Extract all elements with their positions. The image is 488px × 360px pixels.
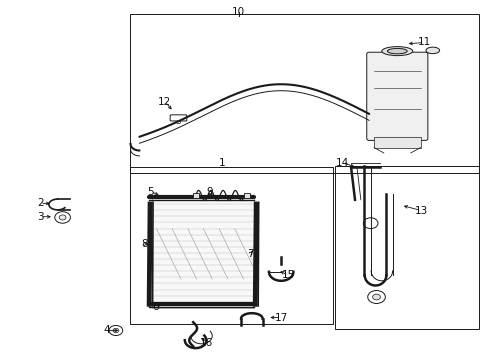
Ellipse shape [425,47,439,54]
Text: 16: 16 [199,338,213,348]
Text: 13: 13 [414,206,427,216]
Bar [151,198,254,308]
Text: 14: 14 [335,158,348,168]
Bar [373,137,420,148]
Bar [129,14,478,173]
Text: 4: 4 [103,325,110,336]
Text: 3: 3 [37,212,43,222]
Text: 5: 5 [147,186,154,197]
Text: 11: 11 [417,37,430,48]
Text: 6: 6 [152,302,159,312]
Bar [193,193,199,198]
Text: 9: 9 [205,186,212,197]
Circle shape [113,328,119,333]
Circle shape [372,294,380,300]
Text: 15: 15 [281,270,295,280]
Text: 12: 12 [158,96,171,107]
Circle shape [59,215,66,220]
Bar [334,166,478,329]
Text: 1: 1 [219,158,225,168]
Bar [244,193,250,198]
Text: 2: 2 [37,198,43,208]
Text: 7: 7 [246,249,253,259]
Text: 10: 10 [232,6,244,17]
Text: 17: 17 [274,312,287,323]
Bar [129,167,332,324]
Ellipse shape [381,46,412,55]
FancyBboxPatch shape [366,52,427,140]
Text: 8: 8 [141,239,147,249]
Ellipse shape [386,49,407,54]
